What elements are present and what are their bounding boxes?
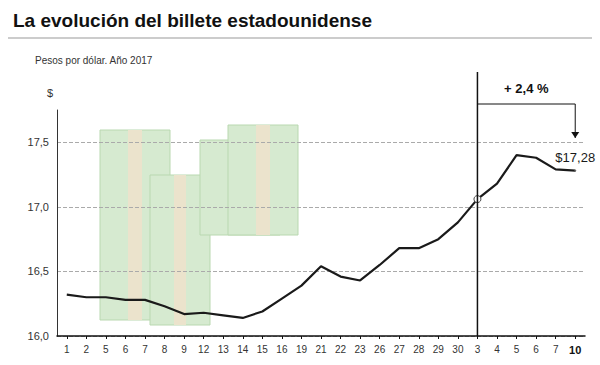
svg-text:+ 2,4 %: + 2,4 % <box>504 81 549 96</box>
svg-text:La evolución del billete estad: La evolución del billete estadounidense <box>13 10 372 31</box>
svg-text:19: 19 <box>296 344 308 355</box>
svg-text:$17,28: $17,28 <box>555 150 595 165</box>
svg-text:15: 15 <box>257 344 269 355</box>
svg-text:6: 6 <box>123 344 129 355</box>
svg-text:13: 13 <box>218 344 230 355</box>
svg-text:16: 16 <box>276 344 288 355</box>
svg-text:5: 5 <box>103 344 109 355</box>
svg-text:Pesos por dólar. Año 2017: Pesos por dólar. Año 2017 <box>35 55 153 66</box>
svg-text:30: 30 <box>452 344 464 355</box>
svg-text:28: 28 <box>413 344 425 355</box>
svg-text:4: 4 <box>494 344 500 355</box>
svg-text:17,5: 17,5 <box>28 136 49 148</box>
svg-text:29: 29 <box>433 344 445 355</box>
svg-text:22: 22 <box>335 344 347 355</box>
svg-text:$: $ <box>47 87 53 99</box>
svg-text:27: 27 <box>394 344 406 355</box>
svg-text:12: 12 <box>198 344 210 355</box>
svg-text:16,5: 16,5 <box>28 265 49 277</box>
svg-text:23: 23 <box>355 344 367 355</box>
svg-text:7: 7 <box>142 344 148 355</box>
svg-text:7: 7 <box>553 344 559 355</box>
svg-text:17,0: 17,0 <box>28 201 49 213</box>
svg-text:2: 2 <box>84 344 90 355</box>
svg-text:3: 3 <box>475 344 481 355</box>
svg-text:1: 1 <box>64 344 70 355</box>
svg-text:9: 9 <box>181 344 187 355</box>
svg-text:16,0: 16,0 <box>28 330 49 342</box>
svg-text:14: 14 <box>237 344 249 355</box>
svg-text:8: 8 <box>162 344 168 355</box>
svg-text:26: 26 <box>374 344 386 355</box>
svg-text:5: 5 <box>514 344 520 355</box>
svg-text:6: 6 <box>533 344 539 355</box>
svg-text:10: 10 <box>569 344 581 356</box>
svg-text:21: 21 <box>315 344 327 355</box>
